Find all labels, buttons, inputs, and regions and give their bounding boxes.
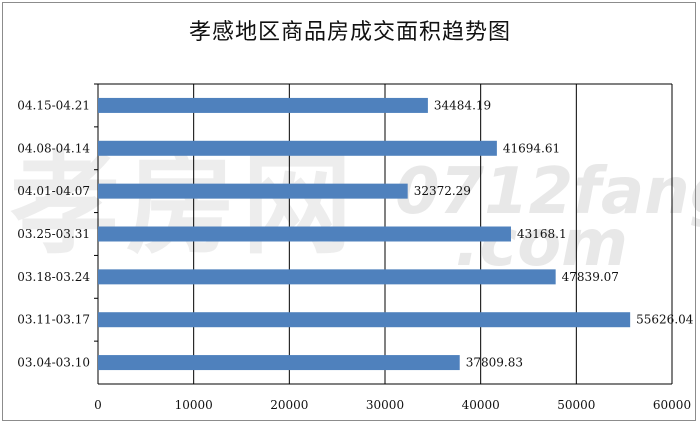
x-tick-label: 40000 [462,398,500,412]
bar [98,97,428,113]
bar [98,183,408,199]
bar [98,140,497,156]
category-label: 04.15-04.21 [17,98,90,112]
bar [98,269,556,285]
bar [98,312,631,328]
value-label: 55626.04 [636,313,694,327]
value-label: 32372.29 [414,184,471,198]
x-tick-label: 0 [94,398,102,412]
category-label: 03.25-03.31 [17,227,90,241]
x-tick-label: 20000 [270,398,308,412]
bar [98,226,511,242]
value-label: 37809.83 [466,356,523,370]
x-tick-label: 50000 [557,398,595,412]
category-label: 04.01-04.07 [17,184,90,198]
category-label: 03.18-03.24 [17,270,90,284]
value-label: 47839.07 [562,270,619,284]
x-tick-label: 60000 [653,398,691,412]
chart-frame [2,2,696,421]
value-label: 43168.1 [517,227,567,241]
category-label: 04.08-04.14 [17,141,90,155]
category-label: 03.04-03.10 [17,356,90,370]
category-label: 03.11-03.17 [17,313,90,327]
x-tick-label: 30000 [366,398,404,412]
x-tick-label: 10000 [175,398,213,412]
chart-title: 孝感地区商品房成交面积趋势图 [188,20,511,45]
bar [98,355,460,371]
value-label: 34484.19 [434,98,491,112]
value-label: 41694.61 [503,141,560,155]
